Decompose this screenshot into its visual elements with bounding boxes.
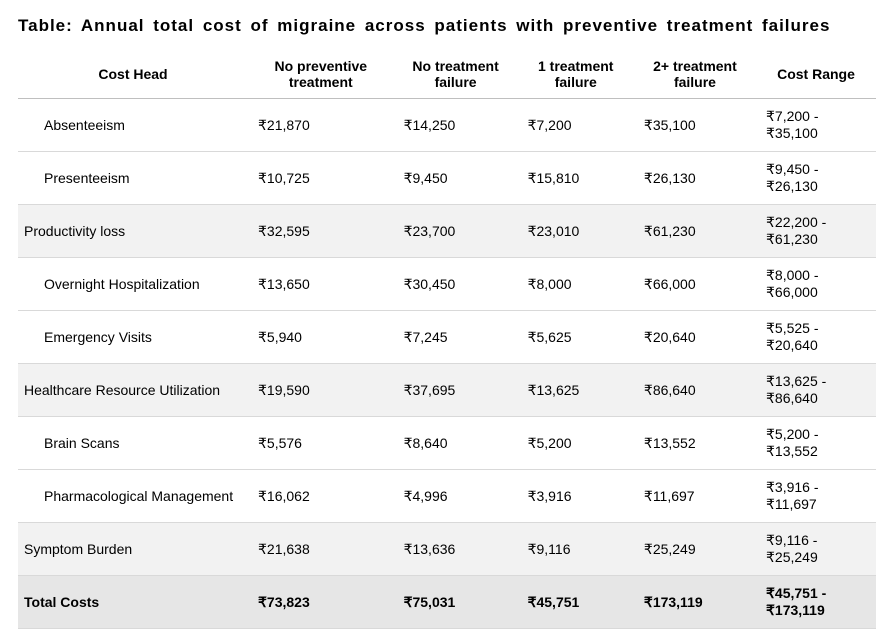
table-row: Absenteeism₹21,870₹14,250₹7,200₹35,100₹7… <box>18 99 876 152</box>
cell-value: ₹16,062 <box>248 470 394 523</box>
cell-value: ₹11,697 <box>634 470 756 523</box>
table-row: Healthcare Resource Utilization₹19,590₹3… <box>18 364 876 417</box>
cell-range: ₹9,116 - ₹25,249 <box>756 523 876 576</box>
cell-range: ₹5,200 - ₹13,552 <box>756 417 876 470</box>
cell-value: ₹13,636 <box>394 523 518 576</box>
cell-value: ₹10,725 <box>248 152 394 205</box>
cell-value: ₹9,116 <box>518 523 634 576</box>
cell-value: ₹3,916 <box>518 470 634 523</box>
cell-range: ₹5,525 - ₹20,640 <box>756 311 876 364</box>
table-row: Pharmacological Management₹16,062₹4,996₹… <box>18 470 876 523</box>
cell-value: ₹13,552 <box>634 417 756 470</box>
cell-value: ₹19,590 <box>248 364 394 417</box>
cell-value: ₹66,000 <box>634 258 756 311</box>
table-row: Overnight Hospitalization₹13,650₹30,450₹… <box>18 258 876 311</box>
cell-value: ₹23,700 <box>394 205 518 258</box>
cell-value: ₹5,200 <box>518 417 634 470</box>
cell-value: ₹61,230 <box>634 205 756 258</box>
row-label: Total Costs <box>18 576 248 629</box>
table-title: Table: Annual total cost of migraine acr… <box>18 16 876 36</box>
cell-range: ₹7,200 - ₹35,100 <box>756 99 876 152</box>
row-label: Productivity loss <box>18 205 248 258</box>
row-label: Healthcare Resource Utilization <box>18 364 248 417</box>
cell-value: ₹73,823 <box>248 576 394 629</box>
cell-value: ₹26,130 <box>634 152 756 205</box>
table-row: Brain Scans₹5,576₹8,640₹5,200₹13,552₹5,2… <box>18 417 876 470</box>
cell-value: ₹13,625 <box>518 364 634 417</box>
cell-value: ₹9,450 <box>394 152 518 205</box>
cell-value: ₹30,450 <box>394 258 518 311</box>
cell-range: ₹45,751 - ₹173,119 <box>756 576 876 629</box>
cell-value: ₹7,200 <box>518 99 634 152</box>
cell-value: ₹75,031 <box>394 576 518 629</box>
table-row: Symptom Burden₹21,638₹13,636₹9,116₹25,24… <box>18 523 876 576</box>
row-label: Presenteeism <box>18 152 248 205</box>
cell-value: ₹20,640 <box>634 311 756 364</box>
cell-value: ₹35,100 <box>634 99 756 152</box>
cell-value: ₹86,640 <box>634 364 756 417</box>
row-label: Overnight Hospitalization <box>18 258 248 311</box>
cell-value: ₹21,870 <box>248 99 394 152</box>
cell-range: ₹3,916 - ₹11,697 <box>756 470 876 523</box>
row-label: Absenteeism <box>18 99 248 152</box>
col-header: 1 treatment failure <box>518 50 634 99</box>
table-row: Emergency Visits₹5,940₹7,245₹5,625₹20,64… <box>18 311 876 364</box>
cell-value: ₹5,940 <box>248 311 394 364</box>
cell-value: ₹8,640 <box>394 417 518 470</box>
cell-value: ₹37,695 <box>394 364 518 417</box>
cell-value: ₹15,810 <box>518 152 634 205</box>
row-label: Emergency Visits <box>18 311 248 364</box>
cell-range: ₹8,000 - ₹66,000 <box>756 258 876 311</box>
cell-value: ₹7,245 <box>394 311 518 364</box>
cell-value: ₹5,625 <box>518 311 634 364</box>
cell-value: ₹32,595 <box>248 205 394 258</box>
row-label: Symptom Burden <box>18 523 248 576</box>
col-header: Cost Range <box>756 50 876 99</box>
table-row: Productivity loss₹32,595₹23,700₹23,010₹6… <box>18 205 876 258</box>
cell-range: ₹13,625 - ₹86,640 <box>756 364 876 417</box>
header-row: Cost Head No preventive treatment No tre… <box>18 50 876 99</box>
col-header: Cost Head <box>18 50 248 99</box>
cell-value: ₹45,751 <box>518 576 634 629</box>
cell-value: ₹14,250 <box>394 99 518 152</box>
cell-value: ₹25,249 <box>634 523 756 576</box>
table-row: Presenteeism₹10,725₹9,450₹15,810₹26,130₹… <box>18 152 876 205</box>
cost-table: Cost Head No preventive treatment No tre… <box>18 50 876 629</box>
cell-range: ₹22,200 - ₹61,230 <box>756 205 876 258</box>
total-row: Total Costs₹73,823₹75,031₹45,751₹173,119… <box>18 576 876 629</box>
cell-value: ₹173,119 <box>634 576 756 629</box>
cell-value: ₹4,996 <box>394 470 518 523</box>
cell-value: ₹21,638 <box>248 523 394 576</box>
cell-value: ₹13,650 <box>248 258 394 311</box>
cell-value: ₹8,000 <box>518 258 634 311</box>
col-header: No preventive treatment <box>248 50 394 99</box>
row-label: Pharmacological Management <box>18 470 248 523</box>
cell-value: ₹5,576 <box>248 417 394 470</box>
cell-range: ₹9,450 - ₹26,130 <box>756 152 876 205</box>
col-header: No treatment failure <box>394 50 518 99</box>
col-header: 2+ treatment failure <box>634 50 756 99</box>
row-label: Brain Scans <box>18 417 248 470</box>
cell-value: ₹23,010 <box>518 205 634 258</box>
